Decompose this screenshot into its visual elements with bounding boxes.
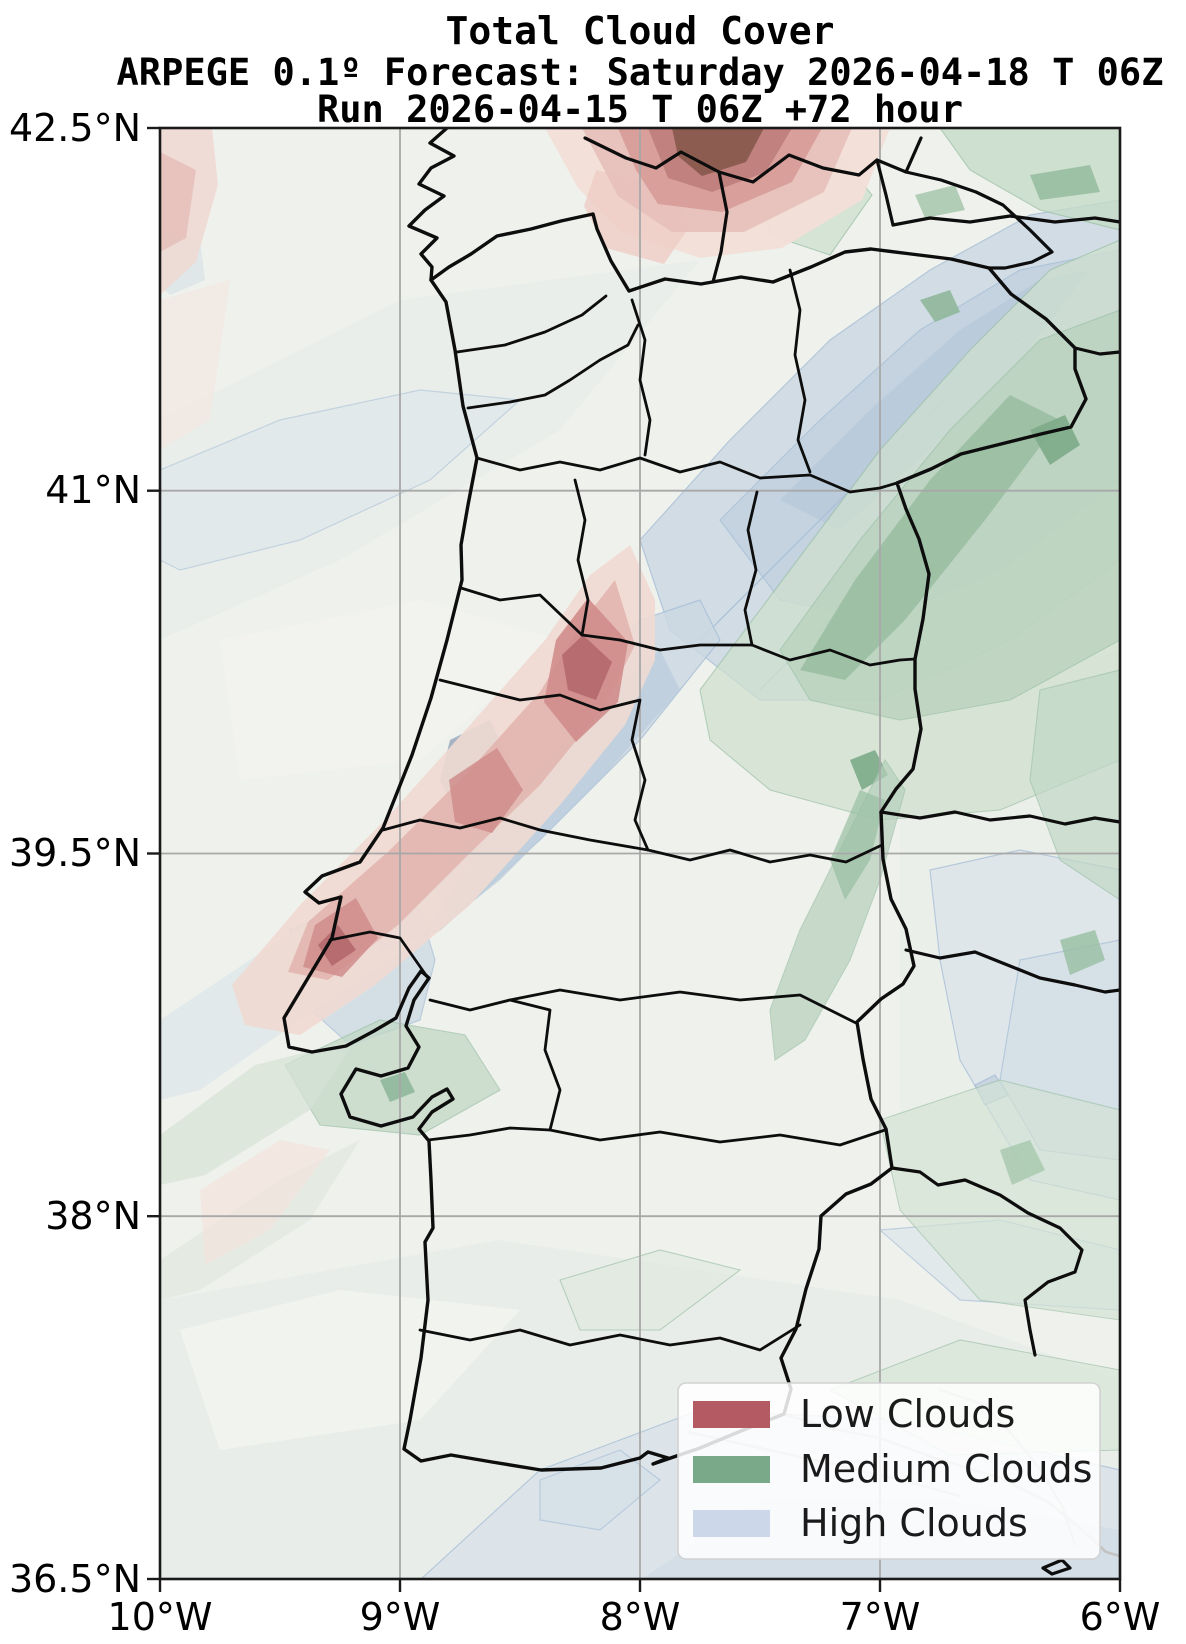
legend-label-high-clouds: High Clouds: [800, 1501, 1028, 1545]
gridlines: [160, 128, 1120, 1579]
y-tick-36-5n: 36.5°N: [9, 1557, 141, 1601]
y-tick-38n: 38°N: [45, 1194, 141, 1238]
legend-swatch-low-clouds: [693, 1401, 770, 1428]
legend-swatch-high-clouds: [693, 1510, 770, 1537]
legend-box: [677, 1382, 1101, 1560]
x-tick-9w: 9°W: [360, 1595, 441, 1639]
x-tick-8w: 8°W: [600, 1595, 681, 1639]
x-axis-labels: 10°W 9°W 8°W 7°W 6°W: [108, 1595, 1161, 1639]
legend-label-medium-clouds: Medium Clouds: [800, 1447, 1092, 1491]
y-tick-42-5n: 42.5°N: [9, 106, 141, 150]
legend-label-low-clouds: Low Clouds: [800, 1392, 1015, 1436]
coastlines-and-borders: [282, 128, 1120, 1576]
x-tick-7w: 7°W: [840, 1595, 921, 1639]
legend: Low Clouds Medium Clouds High Clouds: [677, 1382, 1101, 1560]
x-tick-6w: 6°W: [1080, 1595, 1161, 1639]
legend-swatch-medium-clouds: [693, 1456, 770, 1483]
axis-ticks: [147, 126, 1122, 1592]
spain-admin-lines: [583, 136, 1120, 1576]
plot-title: Total Cloud Cover: [446, 9, 835, 53]
district-boundaries: [328, 268, 917, 1352]
plot-subtitle-forecast: ARPEGE 0.1º Forecast: Saturday 2026-04-1…: [117, 51, 1164, 94]
coastline-galicia: [407, 128, 456, 282]
plot-subtitle-run: Run 2026-04-15 T 06Z +72 hour: [317, 88, 963, 131]
y-tick-39-5n: 39.5°N: [9, 831, 141, 875]
map-plot-area: [160, 128, 1120, 1579]
y-axis-labels: 42.5°N 41°N 39.5°N 38°N 36.5°N: [9, 106, 141, 1601]
x-tick-10w: 10°W: [108, 1595, 213, 1639]
y-tick-41n: 41°N: [45, 468, 141, 512]
